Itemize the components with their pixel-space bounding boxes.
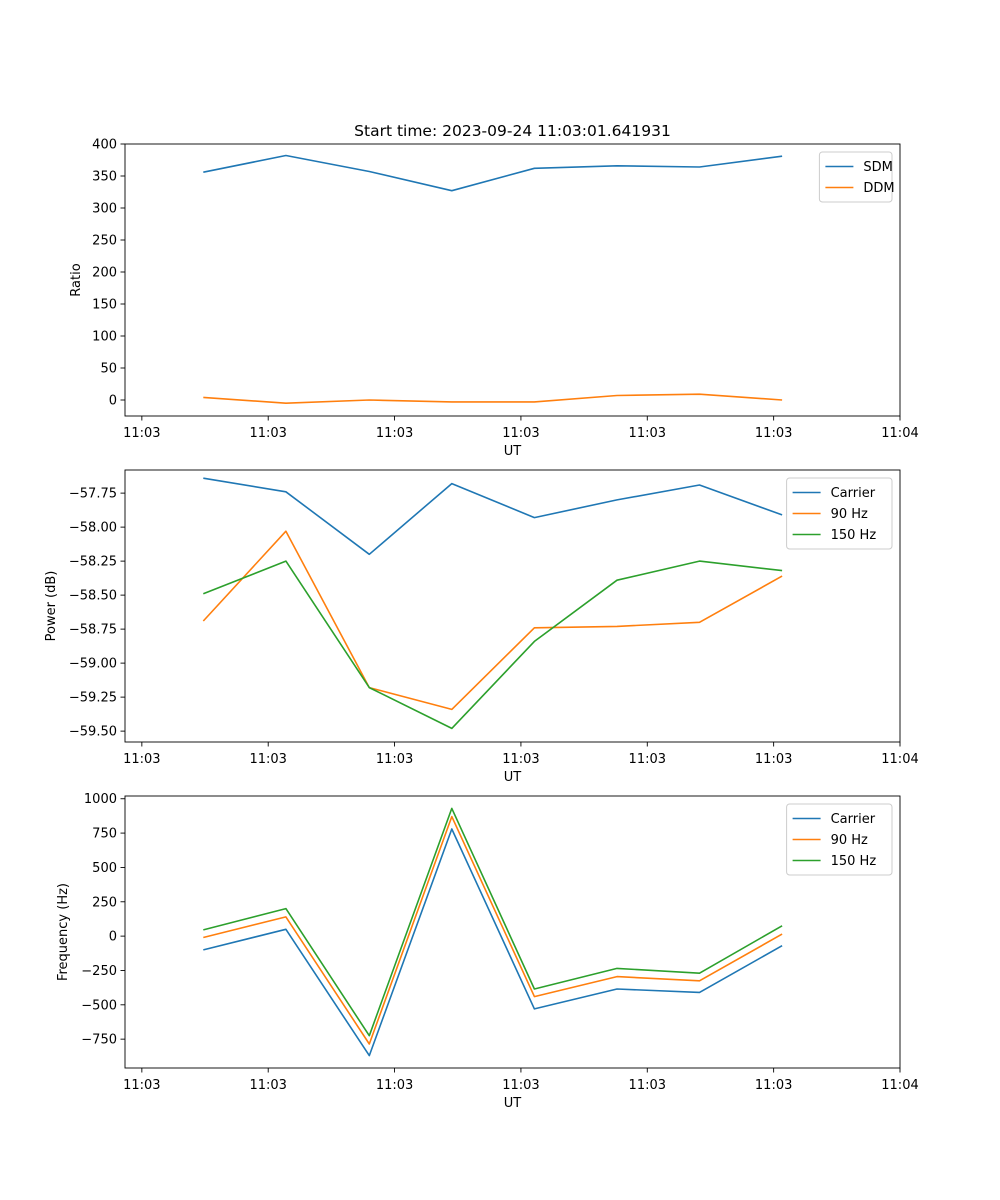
x-tick-label: 11:03 (376, 752, 413, 767)
y-tick-label: 1000 (84, 792, 117, 807)
x-tick-label: 11:03 (755, 1078, 792, 1093)
y-tick-label: 500 (92, 861, 117, 876)
y-tick-label: −58.00 (69, 521, 117, 536)
x-tick-label: 11:04 (881, 752, 918, 767)
y-tick-label: 50 (100, 362, 117, 377)
legend-entry: DDM (863, 181, 894, 196)
x-tick-label: 11:04 (881, 1078, 918, 1093)
y-tick-label: 300 (92, 202, 117, 217)
series-line-90-hz (202, 530, 783, 711)
x-tick-label: 11:03 (755, 426, 792, 441)
x-tick-label: 11:03 (123, 426, 160, 441)
x-tick-label: 11:03 (629, 426, 666, 441)
y-axis-label: Frequency (Hz) (56, 883, 71, 981)
x-tick-label: 11:03 (502, 752, 539, 767)
axes-frame (124, 143, 901, 417)
legend-box (786, 803, 893, 876)
y-tick-label: 200 (92, 266, 117, 281)
series-line-sdm (203, 154, 783, 192)
y-tick-label: −58.75 (69, 623, 117, 638)
x-tick-label: 11:04 (881, 426, 918, 441)
y-tick-label: −500 (81, 998, 117, 1013)
y-tick-label: 400 (92, 138, 117, 153)
y-tick-label: 0 (109, 930, 117, 945)
x-tick-label: 11:03 (249, 752, 286, 767)
series-line-150-hz (203, 807, 783, 1037)
y-tick-label: 750 (92, 827, 117, 842)
series-line-150-hz (203, 560, 783, 730)
y-tick-label: 250 (92, 234, 117, 249)
x-tick-label: 11:03 (502, 1078, 539, 1093)
x-tick-label: 11:03 (629, 1078, 666, 1093)
series-line-carrier (203, 828, 783, 1057)
subplot-1: 11:03 11:03 11:03 11:03 11:03 11:03 11:04 0 50 10… (69, 122, 919, 459)
legend: Carrier 90 Hz 150 Hz (786, 477, 893, 550)
x-tick-label: 11:03 (249, 1078, 286, 1093)
series-line-90-hz (203, 815, 783, 1045)
legend-entry: SDM (863, 160, 892, 175)
subplot-2: 11:03 11:03 11:03 11:03 11:03 11:03 11:04 −59.5… (44, 469, 919, 785)
legend-entry: Carrier (831, 812, 876, 827)
y-tick-label: −59.00 (69, 657, 117, 672)
x-tick-label: 11:03 (755, 752, 792, 767)
y-axis-label: Power (dB) (44, 571, 59, 642)
y-tick-label: 150 (92, 298, 117, 313)
x-axis-label: UT (504, 444, 522, 459)
legend-entry: 150 Hz (831, 528, 877, 543)
legend-box (818, 151, 893, 203)
legend: Carrier 90 Hz 150 Hz (786, 803, 893, 876)
y-tick-label: 0 (109, 394, 117, 409)
y-tick-label: −250 (81, 964, 117, 979)
y-tick-label: 100 (92, 330, 117, 345)
x-tick-label: 11:03 (629, 752, 666, 767)
legend-entry: 90 Hz (831, 507, 868, 522)
series-line-carrier (203, 477, 783, 556)
y-tick-label: −58.50 (69, 589, 117, 604)
y-tick-label: −750 (81, 1033, 117, 1048)
legend-entry: Carrier (831, 486, 876, 501)
axes-frame (124, 795, 901, 1069)
x-tick-label: 11:03 (376, 426, 413, 441)
axes-frame (124, 469, 901, 743)
y-tick-label: 350 (92, 170, 117, 185)
x-tick-label: 11:03 (249, 426, 286, 441)
x-axis-label: UT (504, 1096, 522, 1111)
series-line-ddm (203, 393, 783, 405)
y-tick-label: −57.75 (69, 487, 117, 502)
legend-entry: 90 Hz (831, 833, 868, 848)
x-axis-label: UT (504, 770, 522, 785)
y-tick-label: −59.50 (69, 725, 117, 740)
x-tick-label: 11:03 (123, 1078, 160, 1093)
y-tick-label: 250 (92, 895, 117, 910)
y-tick-label: −59.25 (69, 691, 117, 706)
legend: SDM DDM (818, 151, 895, 203)
legend-entry: 150 Hz (831, 854, 877, 869)
subplot-3: 11:03 11:03 11:03 11:03 11:03 11:03 11:04 −750 −… (56, 792, 919, 1111)
x-tick-label: 11:03 (376, 1078, 413, 1093)
x-tick-label: 11:03 (502, 426, 539, 441)
y-tick-label: −58.25 (69, 555, 117, 570)
legend-box (786, 477, 893, 550)
x-tick-label: 11:03 (123, 752, 160, 767)
chart-title: Start time: 2023-09-24 11:03:01.641931 (354, 122, 671, 140)
y-axis-label: Ratio (69, 263, 84, 296)
